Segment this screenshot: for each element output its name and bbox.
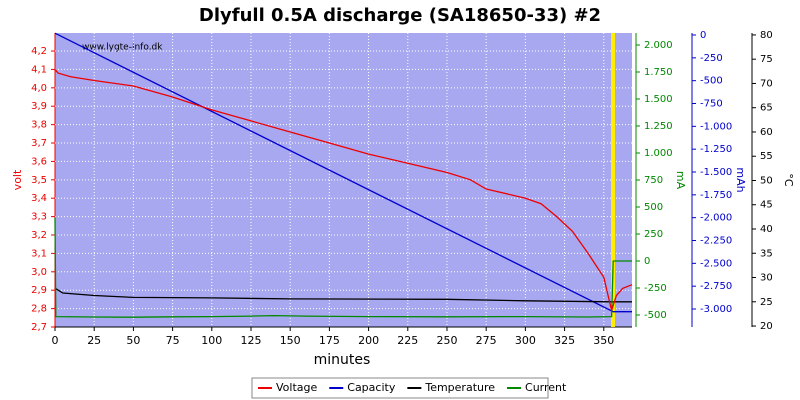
y3-tick-label: -750 <box>700 99 723 110</box>
y-tick-label: 2,8 <box>31 304 47 315</box>
x-tick-label: 150 <box>280 334 301 347</box>
y-tick-label: 3,7 <box>31 138 47 149</box>
y4-tick-label: 55 <box>760 151 773 162</box>
x-tick-label: 300 <box>515 334 536 347</box>
y4-axis-label: °C <box>782 173 795 187</box>
y2-tick-label: 1.000 <box>644 148 673 159</box>
y-tick-label: 4,0 <box>31 83 47 94</box>
legend <box>251 377 549 399</box>
x-tick-label: 100 <box>201 334 222 347</box>
chart-title: Dlyfull 0.5A discharge (SA18650-33) #2 <box>199 5 601 26</box>
y2-tick-label: 500 <box>644 202 663 213</box>
y4-tick-label: 20 <box>760 321 773 332</box>
y-tick-label: 3,9 <box>31 101 47 112</box>
y2-axis-label: mA <box>674 171 687 190</box>
y4-tick-label: 25 <box>760 297 773 308</box>
y-tick-label: 3,5 <box>31 175 47 186</box>
y4-tick-label: 50 <box>760 175 773 186</box>
y2-tick-label: 1.250 <box>644 121 673 132</box>
y2-tick-label: -250 <box>644 283 667 294</box>
y3-tick-label: -2.000 <box>700 213 732 224</box>
y4-tick-label: 40 <box>760 224 773 235</box>
y-tick-label: 3,1 <box>31 248 47 259</box>
y4-tick-label: 75 <box>760 54 773 65</box>
x-tick-label: 250 <box>436 334 457 347</box>
y3-tick-label: -3.000 <box>700 304 732 315</box>
legend-label: Voltage <box>276 381 317 394</box>
y3-tick-label: 0 <box>700 30 706 41</box>
y3-tick-label: -1.250 <box>700 144 732 155</box>
y2-tick-label: 1.500 <box>644 94 673 105</box>
series-line <box>54 217 632 318</box>
y4-tick-label: 65 <box>760 103 773 114</box>
y3-tick-label: -1.500 <box>700 167 732 178</box>
legend-label: Temperature <box>424 381 495 394</box>
y-tick-label: 4,2 <box>31 46 47 57</box>
series-line <box>54 287 632 303</box>
y3-tick-label: -2.750 <box>700 281 732 292</box>
series-line <box>54 68 633 313</box>
y-tick-label: 4,1 <box>31 64 47 75</box>
x-tick-label: 225 <box>397 334 418 347</box>
legend-label: Current <box>525 381 567 394</box>
y4-tick-label: 80 <box>760 30 773 41</box>
y3-axis-label: mAh <box>734 167 747 192</box>
y-tick-label: 2,7 <box>31 322 47 333</box>
y2-tick-label: 0 <box>644 256 650 267</box>
y-tick-label: 3,3 <box>31 212 47 223</box>
y3-tick-label: -1.000 <box>700 121 732 132</box>
y2-tick-label: -500 <box>644 310 667 321</box>
y4-tick-label: 30 <box>760 273 773 284</box>
y3-tick-label: -1.750 <box>700 190 732 201</box>
end-marker <box>611 33 615 327</box>
y2-tick-label: 1.750 <box>644 67 673 78</box>
y4-tick-label: 45 <box>760 200 773 211</box>
x-tick-label: 50 <box>126 334 140 347</box>
x-tick-label: 275 <box>476 334 497 347</box>
y2-tick-label: 750 <box>644 175 663 186</box>
y4-tick-label: 70 <box>760 78 773 89</box>
watermark: www.lygte-info.dk <box>82 43 163 53</box>
y2-tick-label: 250 <box>644 229 663 240</box>
x-tick-label: 0 <box>52 334 59 347</box>
y4-tick-label: 60 <box>760 127 773 138</box>
y-tick-label: 3,0 <box>31 267 47 278</box>
y3-tick-label: -2.500 <box>700 258 732 269</box>
x-tick-label: 25 <box>87 334 101 347</box>
y2-tick-label: 2.000 <box>644 40 673 51</box>
y-tick-label: 3,4 <box>31 193 47 204</box>
y-tick-label: 2,9 <box>31 285 47 296</box>
x-tick-label: 175 <box>319 334 340 347</box>
x-tick-label: 75 <box>166 334 180 347</box>
y4-tick-label: 35 <box>760 248 773 259</box>
y3-tick-label: -500 <box>700 76 723 87</box>
y3-tick-label: -250 <box>700 53 723 64</box>
x-tick-label: 350 <box>593 334 614 347</box>
y-axis-label: volt <box>11 169 24 190</box>
legend-label: Capacity <box>347 381 396 394</box>
x-tick-label: 200 <box>358 334 379 347</box>
series-line <box>54 32 632 313</box>
x-axis-label: minutes <box>314 352 371 368</box>
y-tick-label: 3,8 <box>31 120 47 131</box>
x-tick-label: 125 <box>240 334 261 347</box>
y3-tick-label: -2.250 <box>700 236 732 247</box>
x-tick-label: 325 <box>554 334 575 347</box>
y-tick-label: 3,6 <box>31 156 47 167</box>
y-tick-label: 3,2 <box>31 230 47 241</box>
